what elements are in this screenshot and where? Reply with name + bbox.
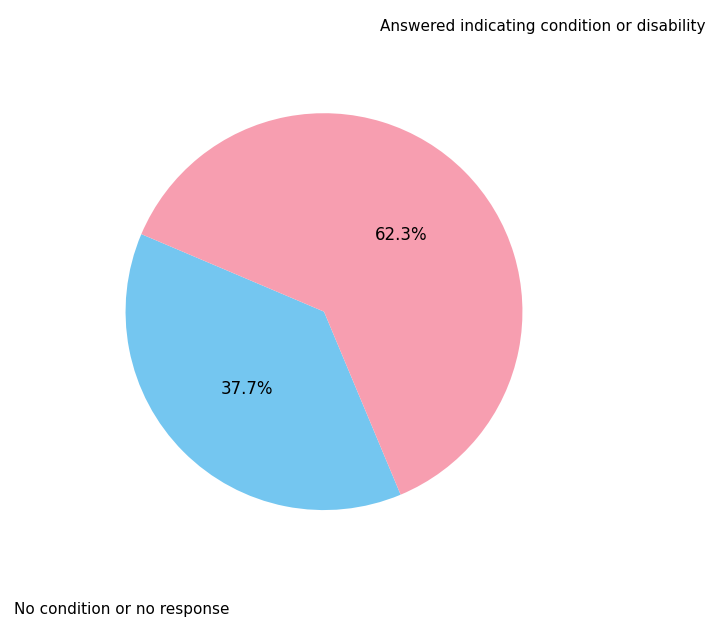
Text: Answered indicating condition or disability: Answered indicating condition or disabil… <box>380 19 706 34</box>
Wedge shape <box>141 113 523 495</box>
Text: 37.7%: 37.7% <box>220 380 273 398</box>
Wedge shape <box>125 234 400 510</box>
Text: 62.3%: 62.3% <box>375 226 428 244</box>
Text: No condition or no response: No condition or no response <box>14 602 230 617</box>
